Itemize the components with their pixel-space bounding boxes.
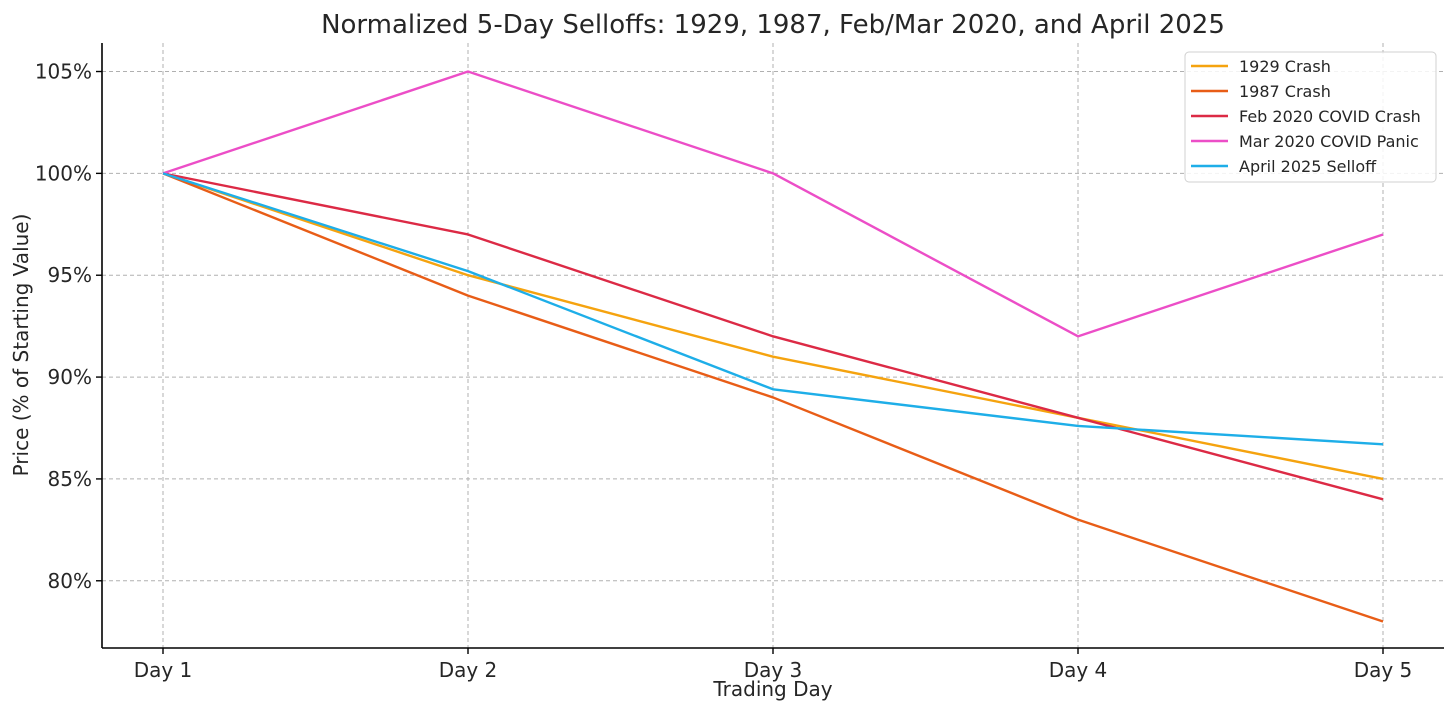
series-line-mar-2020-covid-panic <box>162 70 1384 338</box>
y-tick-label: 95% <box>48 263 92 287</box>
legend-box <box>1184 51 1437 183</box>
y-tick-label: 90% <box>48 365 92 389</box>
legend-label: April 2025 Selloff <box>1239 157 1377 176</box>
x-tick-label: Day 2 <box>439 658 498 682</box>
chart-title: Normalized 5-Day Selloffs: 1929, 1987, F… <box>321 10 1225 40</box>
x-tick-label: Day 3 <box>744 658 803 682</box>
y-axis-label: Price (% of Starting Value) <box>9 214 33 477</box>
y-tick-label: 80% <box>48 569 92 593</box>
legend-label: Feb 2020 COVID Crash <box>1239 107 1421 126</box>
ticks: Day 1 Day 2 Day 3 Day 4 Day 5 80% 85% 90% 95% 100… <box>35 60 1412 682</box>
legend-label: Mar 2020 COVID Panic <box>1239 132 1419 151</box>
legend: 1929 Crash 1987 Crash Feb 2020 COVID Crash… <box>1184 51 1437 183</box>
series <box>162 70 1384 623</box>
x-tick-label: Day 5 <box>1354 658 1413 682</box>
x-tick-label: Day 1 <box>134 658 193 682</box>
x-tick-label: Day 4 <box>1049 658 1108 682</box>
series-line-1929-crash <box>162 172 1384 481</box>
y-tick-label: 105% <box>35 60 92 84</box>
series-line-april-2025-selloff <box>162 172 1384 446</box>
legend-items: 1929 Crash 1987 Crash Feb 2020 COVID Crash… <box>1191 57 1421 176</box>
x-axis-label: Trading Day <box>712 677 832 701</box>
series-line-feb-2020-covid-crash <box>162 172 1384 501</box>
y-tick-label: 85% <box>48 467 92 491</box>
legend-label: 1987 Crash <box>1239 82 1331 101</box>
series-line-1987-crash <box>162 172 1384 623</box>
legend-label: 1929 Crash <box>1239 57 1331 76</box>
y-tick-label: 100% <box>35 161 92 185</box>
